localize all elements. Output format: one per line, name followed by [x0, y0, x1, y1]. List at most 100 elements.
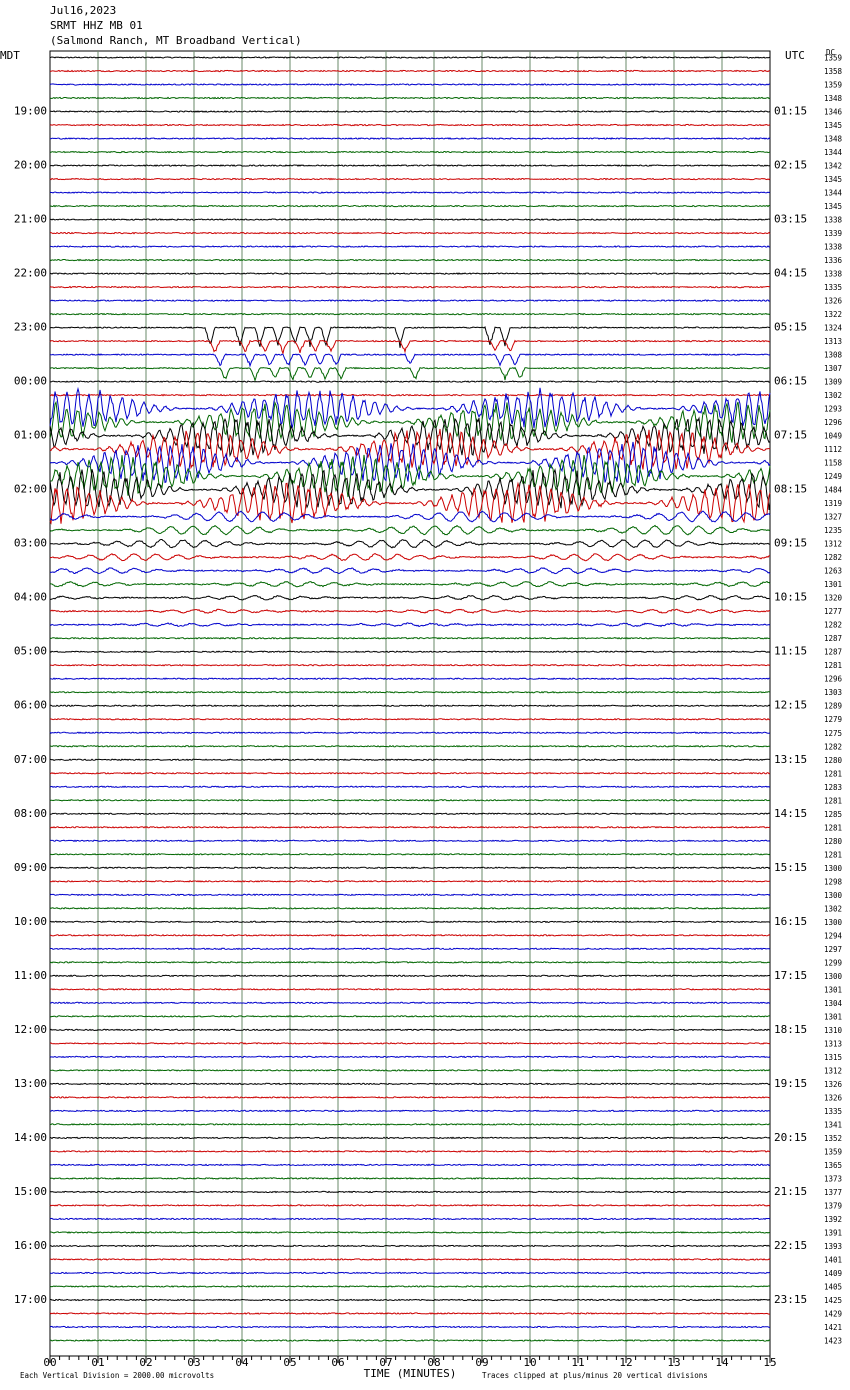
trace [49, 380, 771, 383]
dc-value: 1338 [824, 270, 843, 279]
scale-note: Each Vertical Division = 2000.00 microvo… [20, 1371, 214, 1380]
dc-value: 1297 [824, 945, 842, 954]
trace [49, 798, 771, 802]
mdt-label: 00:00 [14, 375, 47, 388]
utc-label: 23:15 [774, 1293, 807, 1306]
trace [49, 677, 770, 681]
dc-value: 1281 [824, 769, 842, 778]
trace [50, 594, 771, 601]
utc-label: 17:15 [774, 969, 807, 982]
dc-value: 1301 [824, 985, 842, 994]
trace [50, 933, 771, 937]
trace [49, 428, 771, 470]
x-tick-label: 02 [139, 1356, 152, 1369]
trace [49, 1082, 771, 1086]
dc-value: 1283 [824, 783, 842, 792]
trace [49, 326, 770, 348]
utc-label: 18:15 [774, 1023, 807, 1036]
trace [49, 1096, 771, 1099]
trace [49, 1136, 771, 1140]
trace [49, 150, 771, 154]
dc-value: 1338 [824, 243, 843, 252]
trace [49, 580, 771, 588]
trace [49, 852, 771, 856]
utc-label: 10:15 [774, 591, 807, 604]
dc-value: 1484 [824, 486, 843, 495]
dc-value: 1313 [824, 337, 842, 346]
dc-value: 1310 [824, 1026, 843, 1035]
trace [49, 312, 771, 316]
trace [49, 1177, 771, 1180]
dc-value: 1249 [824, 472, 842, 481]
dc-value: 1275 [824, 729, 842, 738]
trace [49, 204, 770, 208]
trace [49, 1190, 771, 1194]
trace [49, 123, 771, 127]
dc-value: 1373 [824, 1174, 842, 1183]
dc-value: 1281 [824, 850, 842, 859]
trace [49, 177, 771, 181]
labels: 00 01 02 03 04 05 06 07 08 09 10 11 12 13 14 1519:0020:… [14, 54, 843, 1370]
x-tick-label: 05 [283, 1356, 296, 1369]
trace [49, 1109, 771, 1113]
utc-label: 06:15 [774, 375, 807, 388]
dc-value: 1359 [824, 81, 842, 90]
mdt-label: 04:00 [14, 591, 47, 604]
trace [49, 386, 771, 429]
x-tick-label: 09 [475, 1356, 488, 1369]
trace [49, 839, 771, 843]
trace [49, 1258, 771, 1261]
trace [49, 69, 770, 73]
trace [49, 920, 771, 924]
trace [49, 608, 771, 614]
trace [49, 539, 770, 549]
dc-value: 1335 [824, 283, 842, 292]
trace [49, 731, 771, 735]
trace [49, 1069, 771, 1072]
x-tick-label: 01 [91, 1356, 104, 1369]
utc-label: 22:15 [774, 1239, 807, 1252]
trace [49, 258, 771, 262]
dc-value: 1345 [824, 175, 842, 184]
mdt-label: 12:00 [14, 1023, 47, 1036]
dc-value: 1326 [824, 1093, 843, 1102]
utc-label: 09:15 [774, 537, 807, 550]
dc-value: 1302 [824, 904, 842, 913]
trace [49, 771, 771, 775]
x-tick-label: 00 [43, 1356, 56, 1369]
dc-value: 1338 [824, 216, 843, 225]
trace [49, 1163, 771, 1167]
trace [50, 137, 771, 140]
dc-value: 1326 [824, 297, 843, 306]
dc-value: 1281 [824, 661, 842, 670]
x-tick-label: 10 [523, 1356, 536, 1369]
trace [50, 231, 771, 235]
dc-value: 1300 [824, 918, 843, 927]
trace [49, 553, 771, 562]
dc-value: 1319 [824, 499, 842, 508]
dc-value: 1280 [824, 837, 843, 846]
trace [49, 481, 771, 525]
dc-value: 1300 [824, 972, 843, 981]
dc-value: 1348 [824, 135, 843, 144]
dc-value: 1391 [824, 1228, 842, 1237]
dc-value: 1263 [824, 567, 842, 576]
dc-value: 1280 [824, 756, 843, 765]
dc-value: 1112 [824, 445, 842, 454]
dc-value: 1348 [824, 94, 843, 103]
x-tick-label: 03 [187, 1356, 200, 1369]
dc-value: 1296 [824, 675, 843, 684]
trace [49, 974, 771, 978]
trace [49, 299, 771, 302]
trace [49, 110, 770, 113]
dc-value: 1401 [824, 1255, 842, 1264]
trace [49, 758, 771, 762]
x-tick-label: 13 [667, 1356, 680, 1369]
dc-value: 1049 [824, 432, 842, 441]
dc-value: 1409 [824, 1269, 842, 1278]
trace [49, 218, 771, 221]
dc-value: 1322 [824, 310, 842, 319]
trace [49, 825, 771, 829]
mdt-label: 08:00 [14, 807, 47, 820]
utc-label: 19:15 [774, 1077, 807, 1090]
